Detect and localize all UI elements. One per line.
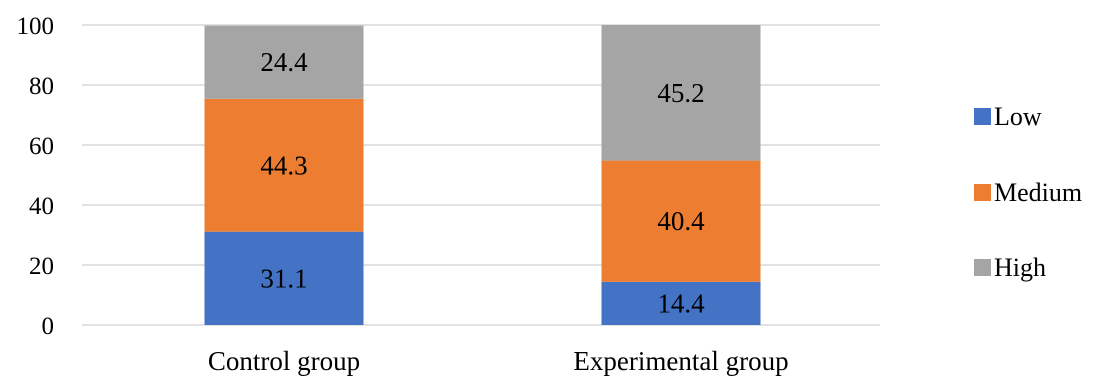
data-label: 31.1 bbox=[260, 263, 307, 293]
legend-swatch-medium bbox=[974, 184, 991, 201]
legend-label: Low bbox=[994, 102, 1042, 131]
x-axis-categories: Control group Experimental group bbox=[208, 346, 789, 376]
data-label: 40.4 bbox=[657, 206, 705, 236]
x-category-label: Experimental group bbox=[573, 346, 788, 376]
bar-segment-medium bbox=[601, 160, 761, 282]
legend-swatch-low bbox=[974, 108, 991, 125]
bars bbox=[204, 25, 761, 325]
legend-label: High bbox=[994, 253, 1046, 282]
legend-label: Medium bbox=[994, 178, 1082, 207]
bar-segment-low bbox=[204, 231, 364, 325]
bar-segment-high bbox=[204, 25, 364, 99]
x-category-label: Control group bbox=[208, 346, 360, 376]
y-tick-label: 80 bbox=[29, 73, 54, 100]
y-axis-ticks: 0 20 40 60 80 100 bbox=[17, 13, 55, 340]
data-labels: 31.1 44.3 24.4 14.4 40.4 45.2 bbox=[260, 47, 705, 318]
legend-swatch-high bbox=[974, 259, 991, 276]
bar-segment-low bbox=[601, 281, 761, 325]
legend: Low Medium High bbox=[974, 102, 1082, 282]
data-label: 44.3 bbox=[260, 150, 307, 180]
y-tick-label: 20 bbox=[29, 253, 54, 280]
y-tick-label: 100 bbox=[17, 13, 55, 40]
data-label: 14.4 bbox=[657, 288, 705, 318]
data-label: 45.2 bbox=[657, 78, 704, 108]
y-tick-label: 60 bbox=[29, 133, 54, 160]
y-tick-label: 0 bbox=[42, 313, 55, 340]
y-tick-label: 40 bbox=[29, 193, 54, 220]
bar-segment-high bbox=[601, 25, 761, 161]
bar-segment-medium bbox=[204, 98, 364, 232]
data-label: 24.4 bbox=[260, 47, 308, 77]
